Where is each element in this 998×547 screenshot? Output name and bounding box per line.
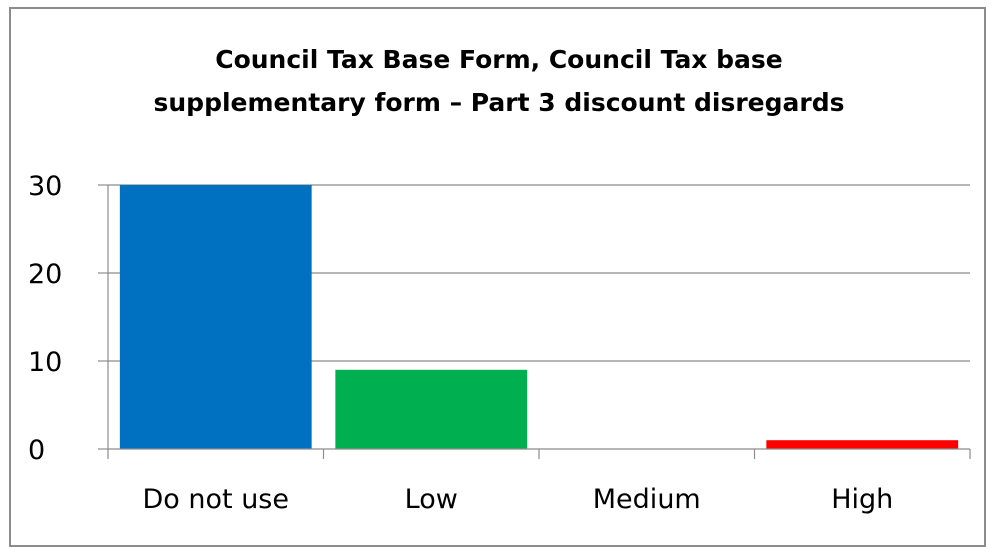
bar (119, 185, 312, 449)
chart-title: Council Tax Base Form, Council Tax base … (0, 38, 998, 124)
y-tick-label: 0 (28, 435, 45, 466)
y-tick-label: 20 (28, 259, 62, 290)
x-tick-label: Low (405, 484, 458, 515)
bar (335, 369, 528, 449)
y-tick-label: 30 (28, 171, 62, 202)
y-tick-label: 10 (28, 347, 62, 378)
x-tick-label: Do not use (143, 484, 289, 515)
x-tick-label: High (831, 484, 893, 515)
chart-title-line-1: Council Tax Base Form, Council Tax base (215, 45, 783, 74)
chart-title-line-2: supplementary form – Part 3 discount dis… (153, 88, 845, 117)
bar (766, 440, 959, 449)
x-tick-label: Medium (593, 484, 701, 515)
